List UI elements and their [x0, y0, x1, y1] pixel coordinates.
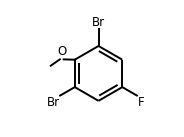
- Text: O: O: [57, 45, 66, 58]
- Text: Br: Br: [92, 16, 105, 29]
- Text: F: F: [137, 96, 144, 109]
- Text: Br: Br: [47, 96, 60, 109]
